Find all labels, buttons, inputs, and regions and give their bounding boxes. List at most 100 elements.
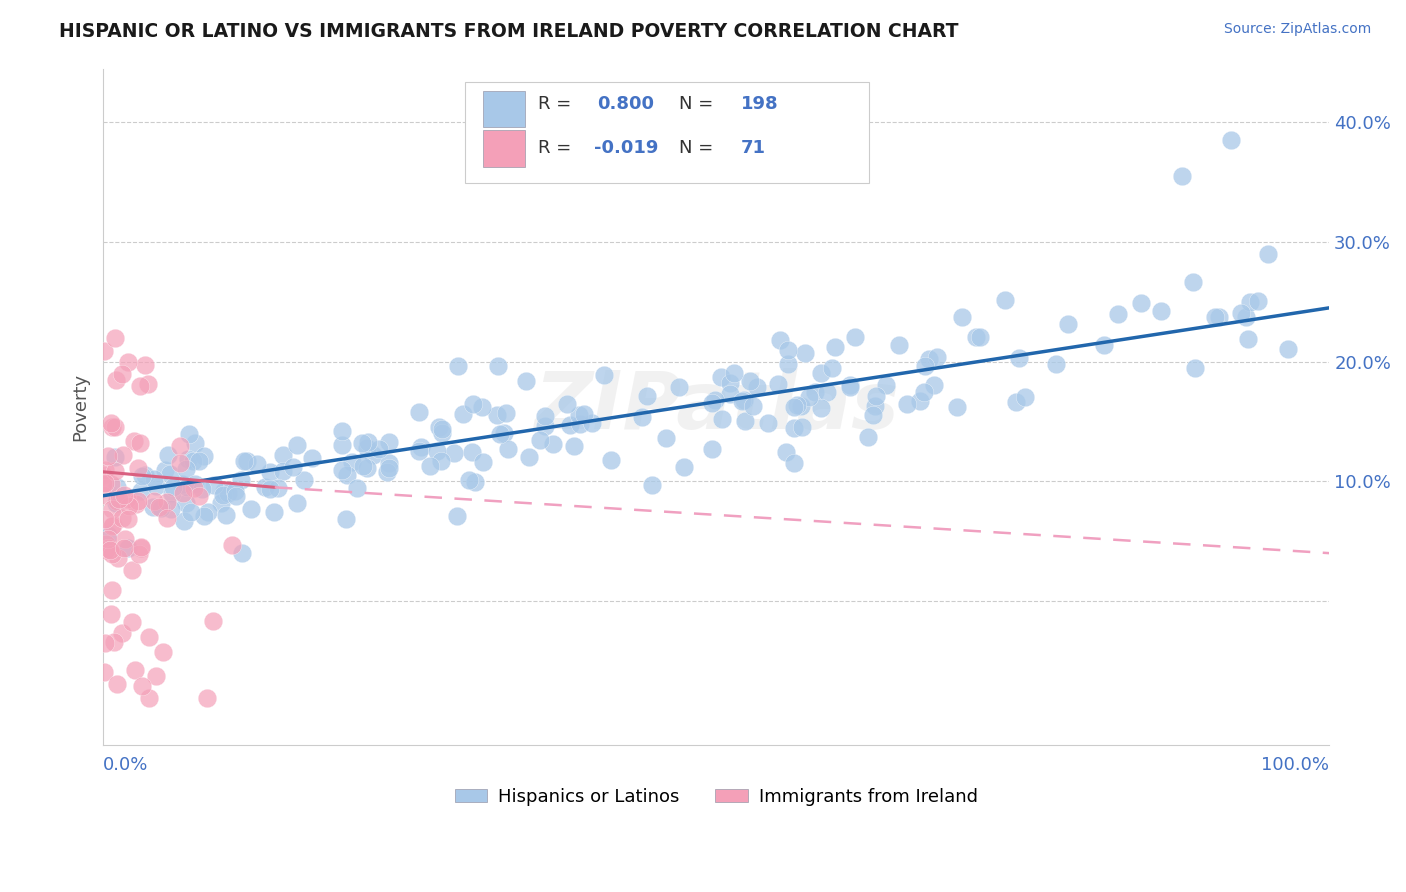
Point (969, 330, 991, 344)
Point (180, 505, 202, 519)
FancyBboxPatch shape (484, 91, 524, 128)
Point (117, 492, 139, 507)
Point (1171, 169, 1194, 184)
Point (810, 367, 832, 381)
Point (815, 385, 838, 400)
Point (1150, 304, 1173, 318)
Point (263, 505, 285, 519)
Y-axis label: Poverty: Poverty (72, 373, 89, 441)
Point (128, 436, 150, 450)
Point (564, 439, 586, 453)
Point (378, 434, 401, 449)
Point (1257, 247, 1279, 261)
Point (202, 478, 225, 492)
Text: HISPANIC OR LATINO VS IMMIGRANTS FROM IRELAND POVERTY CORRELATION CHART: HISPANIC OR LATINO VS IMMIGRANTS FROM IR… (59, 22, 959, 41)
Point (94, 512, 117, 526)
Point (217, 485, 239, 500)
Point (672, 460, 695, 475)
Point (93, 344, 115, 359)
Point (131, 468, 153, 483)
Point (994, 293, 1017, 307)
Point (700, 442, 723, 456)
Point (301, 450, 323, 465)
Point (239, 502, 262, 516)
Point (797, 390, 820, 404)
Point (569, 417, 592, 431)
Point (965, 330, 987, 344)
Point (377, 456, 399, 470)
Point (195, 690, 218, 705)
Point (271, 448, 294, 462)
Point (129, 378, 152, 392)
Point (574, 407, 596, 421)
Text: ZIPatlas: ZIPatlas (534, 368, 898, 446)
Point (946, 400, 969, 414)
Point (1092, 338, 1115, 352)
Point (704, 392, 727, 407)
Point (488, 426, 510, 441)
Point (950, 310, 973, 325)
Point (94, 463, 117, 477)
Point (839, 377, 862, 392)
Point (925, 350, 948, 364)
Point (187, 489, 209, 503)
Point (254, 480, 277, 494)
Point (1107, 307, 1129, 321)
Point (330, 438, 353, 452)
Point (1056, 317, 1078, 331)
Point (631, 409, 654, 424)
Point (100, 519, 122, 533)
Point (332, 463, 354, 477)
Point (246, 457, 269, 471)
Point (419, 459, 441, 474)
Point (463, 397, 485, 411)
Point (821, 361, 844, 376)
Point (193, 449, 215, 463)
Point (224, 483, 246, 498)
Text: 0.800: 0.800 (598, 95, 654, 113)
Point (176, 480, 198, 494)
Point (267, 481, 290, 495)
Point (1184, 360, 1206, 375)
Point (93, 467, 115, 482)
Point (97, 532, 120, 546)
Point (529, 433, 551, 447)
Point (105, 494, 128, 508)
Point (108, 491, 131, 506)
Point (361, 448, 384, 462)
Point (783, 456, 806, 470)
Point (776, 343, 799, 358)
Point (700, 396, 723, 410)
Point (138, 631, 160, 645)
Point (1237, 332, 1260, 346)
Point (100, 476, 122, 491)
Point (209, 496, 232, 510)
Point (810, 401, 832, 415)
Point (865, 400, 887, 414)
Point (769, 333, 792, 347)
Point (141, 500, 163, 514)
Point (145, 478, 167, 492)
Legend: Hispanics or Latinos, Immigrants from Ireland: Hispanics or Latinos, Immigrants from Ir… (447, 780, 986, 814)
Point (174, 496, 197, 510)
Point (718, 386, 741, 401)
Point (121, 563, 143, 577)
Text: -0.019: -0.019 (593, 138, 658, 157)
Point (352, 459, 374, 474)
FancyBboxPatch shape (465, 82, 869, 184)
Point (446, 359, 468, 373)
Point (875, 378, 897, 392)
Point (711, 412, 734, 426)
Point (515, 374, 537, 388)
Point (1230, 306, 1253, 320)
Point (408, 444, 430, 458)
Point (1007, 351, 1029, 365)
Point (332, 424, 354, 438)
Point (128, 547, 150, 561)
Point (111, 626, 134, 640)
Point (1239, 295, 1261, 310)
Point (233, 454, 256, 468)
Point (101, 420, 124, 434)
Point (112, 448, 135, 462)
Point (668, 380, 690, 394)
